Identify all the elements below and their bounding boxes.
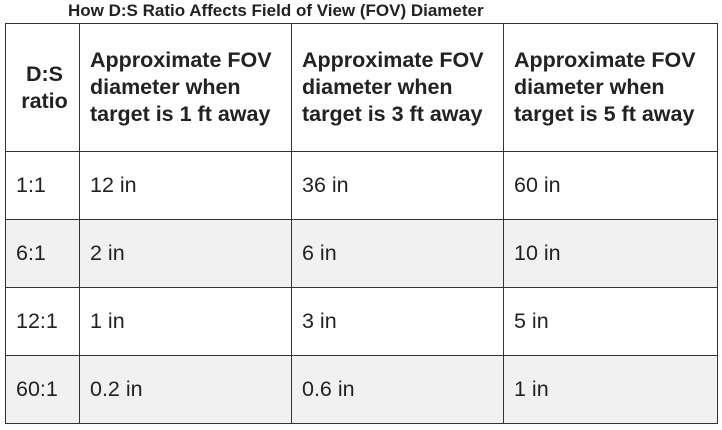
cell-fov-3ft: 36 in: [291, 151, 504, 220]
table-row: 60:1 0.2 in 0.6 in 1 in: [5, 355, 718, 424]
cell-fov-5ft: 60 in: [503, 151, 718, 220]
cell-ds-ratio: 60:1: [5, 355, 80, 424]
cell-fov-1ft: 2 in: [79, 219, 292, 288]
cell-fov-1ft: 12 in: [79, 151, 292, 220]
header-fov-5ft: Approximate FOV diameter when target is …: [503, 23, 718, 152]
table-caption: How D:S Ratio Affects Field of View (FOV…: [68, 1, 484, 20]
cell-fov-3ft: 3 in: [291, 287, 504, 356]
cell-fov-3ft: 6 in: [291, 219, 504, 288]
cell-ds-ratio: 6:1: [5, 219, 80, 288]
header-fov-3ft: Approximate FOV diameter when target is …: [291, 23, 504, 152]
header-fov-1ft: Approximate FOV diameter when target is …: [79, 23, 292, 152]
table-row: 6:1 2 in 6 in 10 in: [5, 219, 718, 288]
cell-fov-1ft: 1 in: [79, 287, 292, 356]
table-row: 1:1 12 in 36 in 60 in: [5, 151, 718, 220]
cell-fov-5ft: 5 in: [503, 287, 718, 356]
fov-table: D:S ratio Approximate FOV diameter when …: [5, 23, 718, 424]
table-row: 12:1 1 in 3 in 5 in: [5, 287, 718, 356]
header-row: D:S ratio Approximate FOV diameter when …: [5, 23, 718, 152]
cell-ds-ratio: 1:1: [5, 151, 80, 220]
cell-ds-ratio: 12:1: [5, 287, 80, 356]
cell-fov-1ft: 0.2 in: [79, 355, 292, 424]
cell-fov-5ft: 1 in: [503, 355, 718, 424]
cell-fov-3ft: 0.6 in: [291, 355, 504, 424]
cell-fov-5ft: 10 in: [503, 219, 718, 288]
header-ds-ratio: D:S ratio: [5, 23, 80, 152]
